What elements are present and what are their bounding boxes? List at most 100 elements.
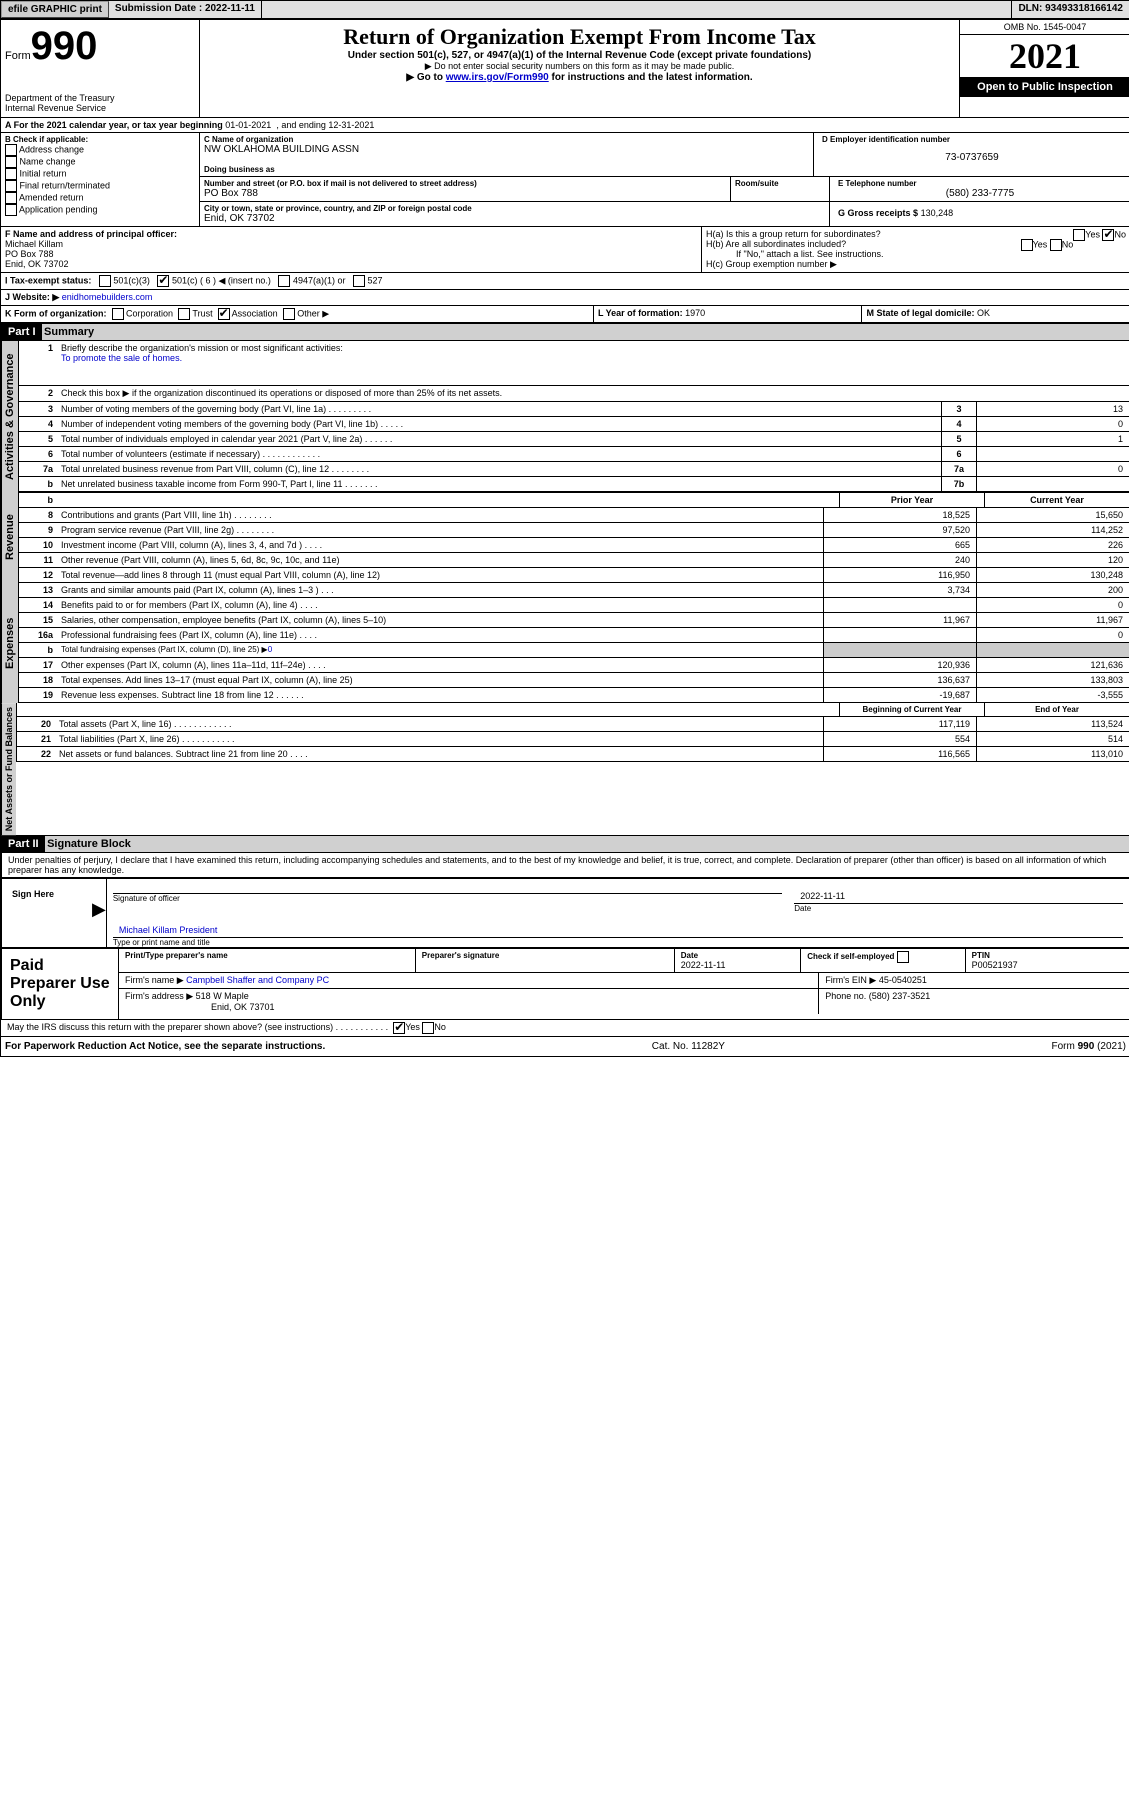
self-employed-checkbox[interactable] [897,951,909,963]
current-value: 0 [976,628,1129,642]
website-link[interactable]: enidhomebuilders.com [62,292,153,302]
prior-value: 3,734 [823,583,976,597]
subtitle-1: Under section 501(c), 527, or 4947(a)(1)… [204,50,955,61]
line-a: A For the 2021 calendar year, or tax yea… [1,118,1129,133]
prior-value: 665 [823,538,976,552]
tab-revenue: Revenue [1,492,18,583]
501c-checkbox[interactable] [157,275,169,287]
form-label: Form [5,50,31,62]
discuss-no-checkbox[interactable] [422,1022,434,1034]
line-j: J Website: ▶ enidhomebuilders.com [1,290,1129,306]
prior-value: 120,936 [823,658,976,672]
prior-value: 554 [823,732,976,746]
current-value: 11,967 [976,613,1129,627]
form-number: 990 [31,24,98,68]
sign-here-block: Sign Here ▶ Signature of officer 2022-11… [1,878,1129,948]
line-klm: K Form of organization: Corporation Trus… [1,306,1129,323]
dln: DLN: 93493318166142 [1011,1,1129,18]
net-assets-section: Net Assets or Fund Balances Beginning of… [1,703,1129,835]
current-value: 514 [976,732,1129,746]
current-value: 130,248 [976,568,1129,582]
page-footer: For Paperwork Reduction Act Notice, see … [1,1037,1129,1056]
prior-value: 97,520 [823,523,976,537]
ein-value: 73-0737659 [822,152,1122,163]
association-checkbox[interactable] [218,308,230,320]
current-value: 15,650 [976,508,1129,522]
irs-link[interactable]: www.irs.gov/Form990 [446,72,549,83]
firm-name: Campbell Shaffer and Company PC [186,975,329,985]
current-value: 114,252 [976,523,1129,537]
prior-value: -19,687 [823,688,976,702]
section-c: C Name of organization NW OKLAHOMA BUILD… [200,133,1129,226]
part2-header: Part II Signature Block [1,835,1129,853]
sign-date: 2022-11-11 [794,889,1123,904]
current-value: 200 [976,583,1129,597]
state-domicile: OK [977,308,990,318]
prep-date: 2022-11-11 [681,960,795,970]
org-name: NW OKLAHOMA BUILDING ASSN [204,144,809,155]
checkbox[interactable] [5,168,17,180]
current-value: 113,524 [976,717,1129,731]
gross-receipts: 130,248 [921,208,954,218]
org-address: PO Box 788 [204,188,726,199]
tab-net-assets: Net Assets or Fund Balances [1,703,16,835]
form-title: Return of Organization Exempt From Incom… [204,24,955,50]
open-public: Open to Public Inspection [960,77,1129,97]
prior-value: 18,525 [823,508,976,522]
cat-number: Cat. No. 11282Y [652,1041,725,1052]
year-formation: 1970 [685,308,705,318]
org-city: Enid, OK 73702 [204,213,825,224]
checkbox[interactable] [5,180,17,192]
mission-text: To promote the sale of homes. [61,353,182,363]
tab-activities-governance: Activities & Governance [1,341,18,492]
prior-value [823,628,976,642]
activities-governance-section: Activities & Governance 1Briefly describ… [1,341,1129,492]
current-value: 0 [976,598,1129,612]
summary-value: 13 [976,402,1129,416]
firm-address: 518 W Maple [196,991,249,1001]
summary-value: 0 [976,462,1129,476]
line-i: I Tax-exempt status: 501(c)(3) 501(c) ( … [1,273,1129,290]
ein-label: D Employer identification number [822,135,1122,144]
section-bcd: B Check if applicable: Address change Na… [1,133,1129,227]
signer-name: Michael Killam President [119,925,218,935]
checkbox[interactable] [5,192,17,204]
prior-value: 240 [823,553,976,567]
expenses-section: Expenses 13Grants and similar amounts pa… [1,583,1129,703]
group-return-no-checkbox[interactable] [1102,229,1114,241]
section-fh: F Name and address of principal officer:… [1,227,1129,273]
checkbox[interactable] [5,156,17,168]
summary-value: 0 [976,417,1129,431]
summary-value [976,447,1129,461]
efile-print-button[interactable]: efile GRAPHIC print [1,1,109,18]
checkbox[interactable] [5,144,17,156]
submission-label: Submission Date : 2022-11-11 [109,1,262,18]
officer-name: Michael Killam [5,239,697,249]
irs-label: Internal Revenue Service [5,103,195,113]
section-b: B Check if applicable: Address change Na… [1,133,200,226]
current-value: 133,803 [976,673,1129,687]
prior-value: 117,119 [823,717,976,731]
omb-number: OMB No. 1545-0047 [960,20,1129,35]
firm-phone: (580) 237-3521 [869,991,931,1001]
form-990-document: efile GRAPHIC print Submission Date : 20… [0,0,1129,1057]
checkbox[interactable] [5,204,17,216]
prior-value: 116,950 [823,568,976,582]
prior-value: 136,637 [823,673,976,687]
form-header: Form990 Department of the Treasury Inter… [1,20,1129,118]
sign-arrow-icon: ▶ [92,879,106,947]
top-bar: efile GRAPHIC print Submission Date : 20… [1,1,1129,20]
prior-value [823,598,976,612]
part1-header: Part I Summary [1,323,1129,341]
paid-preparer-block: Paid Preparer Use Only Print/Type prepar… [1,948,1129,1020]
current-value: 226 [976,538,1129,552]
current-value: -3,555 [976,688,1129,702]
submission-date: 2022-11-11 [205,3,255,14]
prior-value: 11,967 [823,613,976,627]
dept-label: Department of the Treasury [5,93,195,103]
discuss-yes-checkbox[interactable] [393,1022,405,1034]
telephone: (580) 233-7775 [838,188,1122,199]
current-value: 121,636 [976,658,1129,672]
tab-expenses: Expenses [1,583,18,703]
prior-value: 116,565 [823,747,976,761]
